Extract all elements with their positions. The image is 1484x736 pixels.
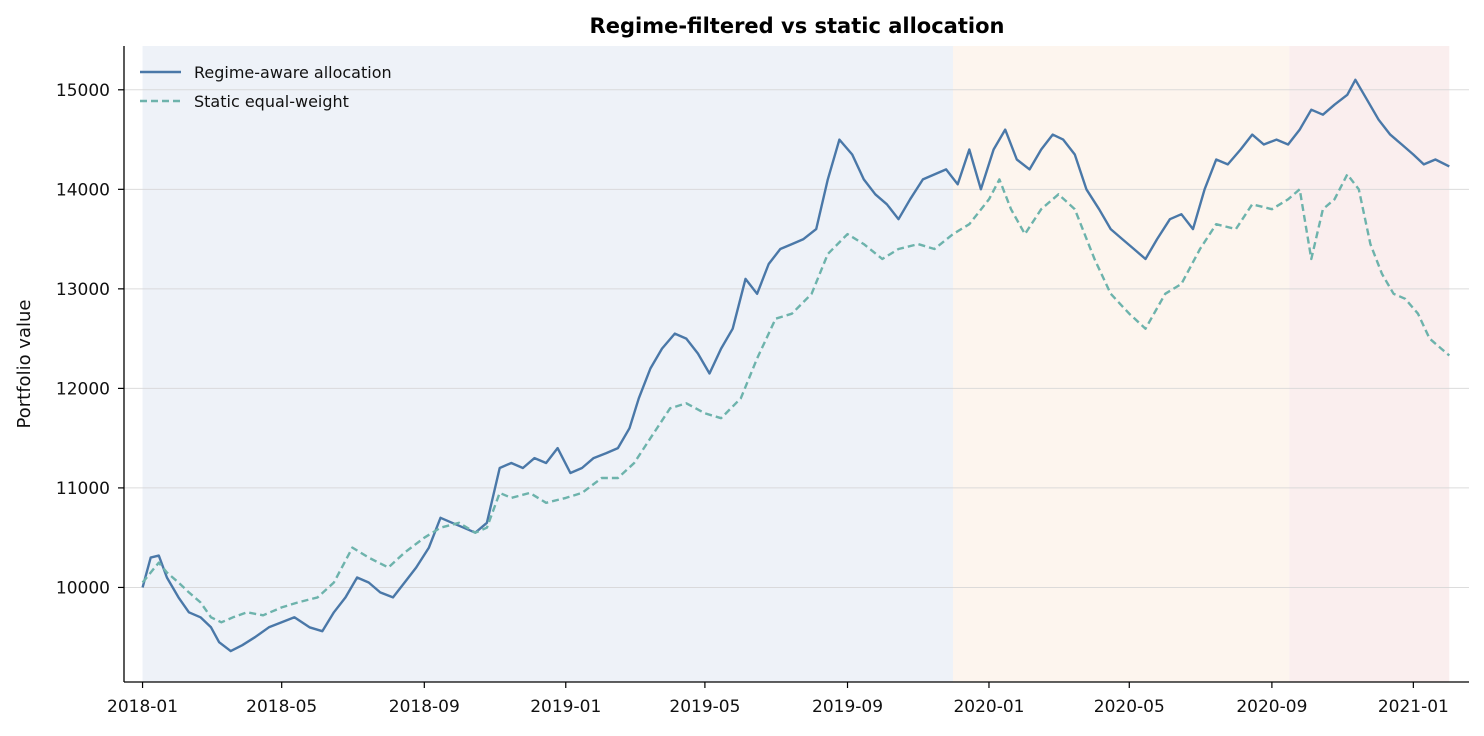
regime-regions — [142, 46, 1450, 682]
y-tick-label: 12000 — [56, 379, 110, 399]
legend: Regime-aware allocation Static equal-weig… — [140, 63, 392, 111]
axes — [123, 46, 1469, 683]
x-tick-label: 2019-01 — [530, 697, 601, 717]
y-tick-label: 11000 — [56, 479, 110, 499]
series-line-1 — [141, 78, 1450, 653]
y-tick-label: 14000 — [56, 180, 110, 200]
x-tick-label: 2018-09 — [389, 697, 460, 717]
legend-label-1: Regime-aware allocation — [194, 63, 392, 82]
series-lines — [141, 78, 1451, 653]
y-tick-label: 13000 — [56, 280, 110, 300]
regime-region-1 — [142, 46, 954, 682]
x-tick-label: 2018-01 — [107, 697, 178, 717]
regime-region-2 — [953, 46, 1290, 682]
x-tick-label: 2020-09 — [1236, 697, 1307, 717]
x-tick-label: 2020-05 — [1094, 697, 1165, 717]
legend-label-2: Static equal-weight — [194, 92, 349, 111]
gridlines — [124, 89, 1469, 588]
chart-title: Regime-filtered vs static allocation — [590, 14, 1005, 38]
x-tick-label: 2018-05 — [246, 697, 317, 717]
x-ticks: 2018-01 2018-05 2018-09 2019-01 2019-05 2019-… — [107, 682, 1449, 717]
x-tick-label: 2019-05 — [669, 697, 740, 717]
x-tick-label: 2021-01 — [1378, 697, 1449, 717]
y-tick-label: 10000 — [56, 578, 110, 598]
x-tick-label: 2020-01 — [953, 697, 1024, 717]
y-axis-title: Portfolio value — [14, 300, 35, 429]
x-tick-label: 2019-09 — [812, 697, 883, 717]
y-tick-label: 15000 — [56, 81, 110, 101]
regime-region-3 — [1289, 46, 1450, 682]
y-ticks: 10000 11000 12000 13000 14000 15000 — [56, 81, 124, 598]
